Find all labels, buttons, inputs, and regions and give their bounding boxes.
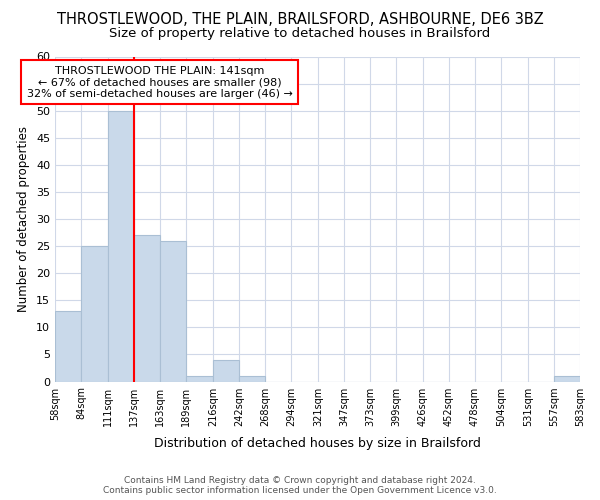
Text: Contains HM Land Registry data © Crown copyright and database right 2024.
Contai: Contains HM Land Registry data © Crown c… bbox=[103, 476, 497, 495]
Bar bbox=[134, 236, 160, 382]
Text: Size of property relative to detached houses in Brailsford: Size of property relative to detached ho… bbox=[109, 28, 491, 40]
Bar bbox=[55, 311, 81, 382]
Bar bbox=[160, 240, 186, 382]
Bar bbox=[108, 110, 134, 382]
Text: THROSTLEWOOD, THE PLAIN, BRAILSFORD, ASHBOURNE, DE6 3BZ: THROSTLEWOOD, THE PLAIN, BRAILSFORD, ASH… bbox=[56, 12, 544, 28]
Bar bbox=[81, 246, 108, 382]
X-axis label: Distribution of detached houses by size in Brailsford: Distribution of detached houses by size … bbox=[154, 437, 481, 450]
Bar bbox=[186, 376, 213, 382]
Bar bbox=[554, 376, 580, 382]
Bar bbox=[213, 360, 239, 382]
Bar bbox=[239, 376, 265, 382]
Text: THROSTLEWOOD THE PLAIN: 141sqm
← 67% of detached houses are smaller (98)
32% of : THROSTLEWOOD THE PLAIN: 141sqm ← 67% of … bbox=[27, 66, 293, 99]
Y-axis label: Number of detached properties: Number of detached properties bbox=[17, 126, 31, 312]
